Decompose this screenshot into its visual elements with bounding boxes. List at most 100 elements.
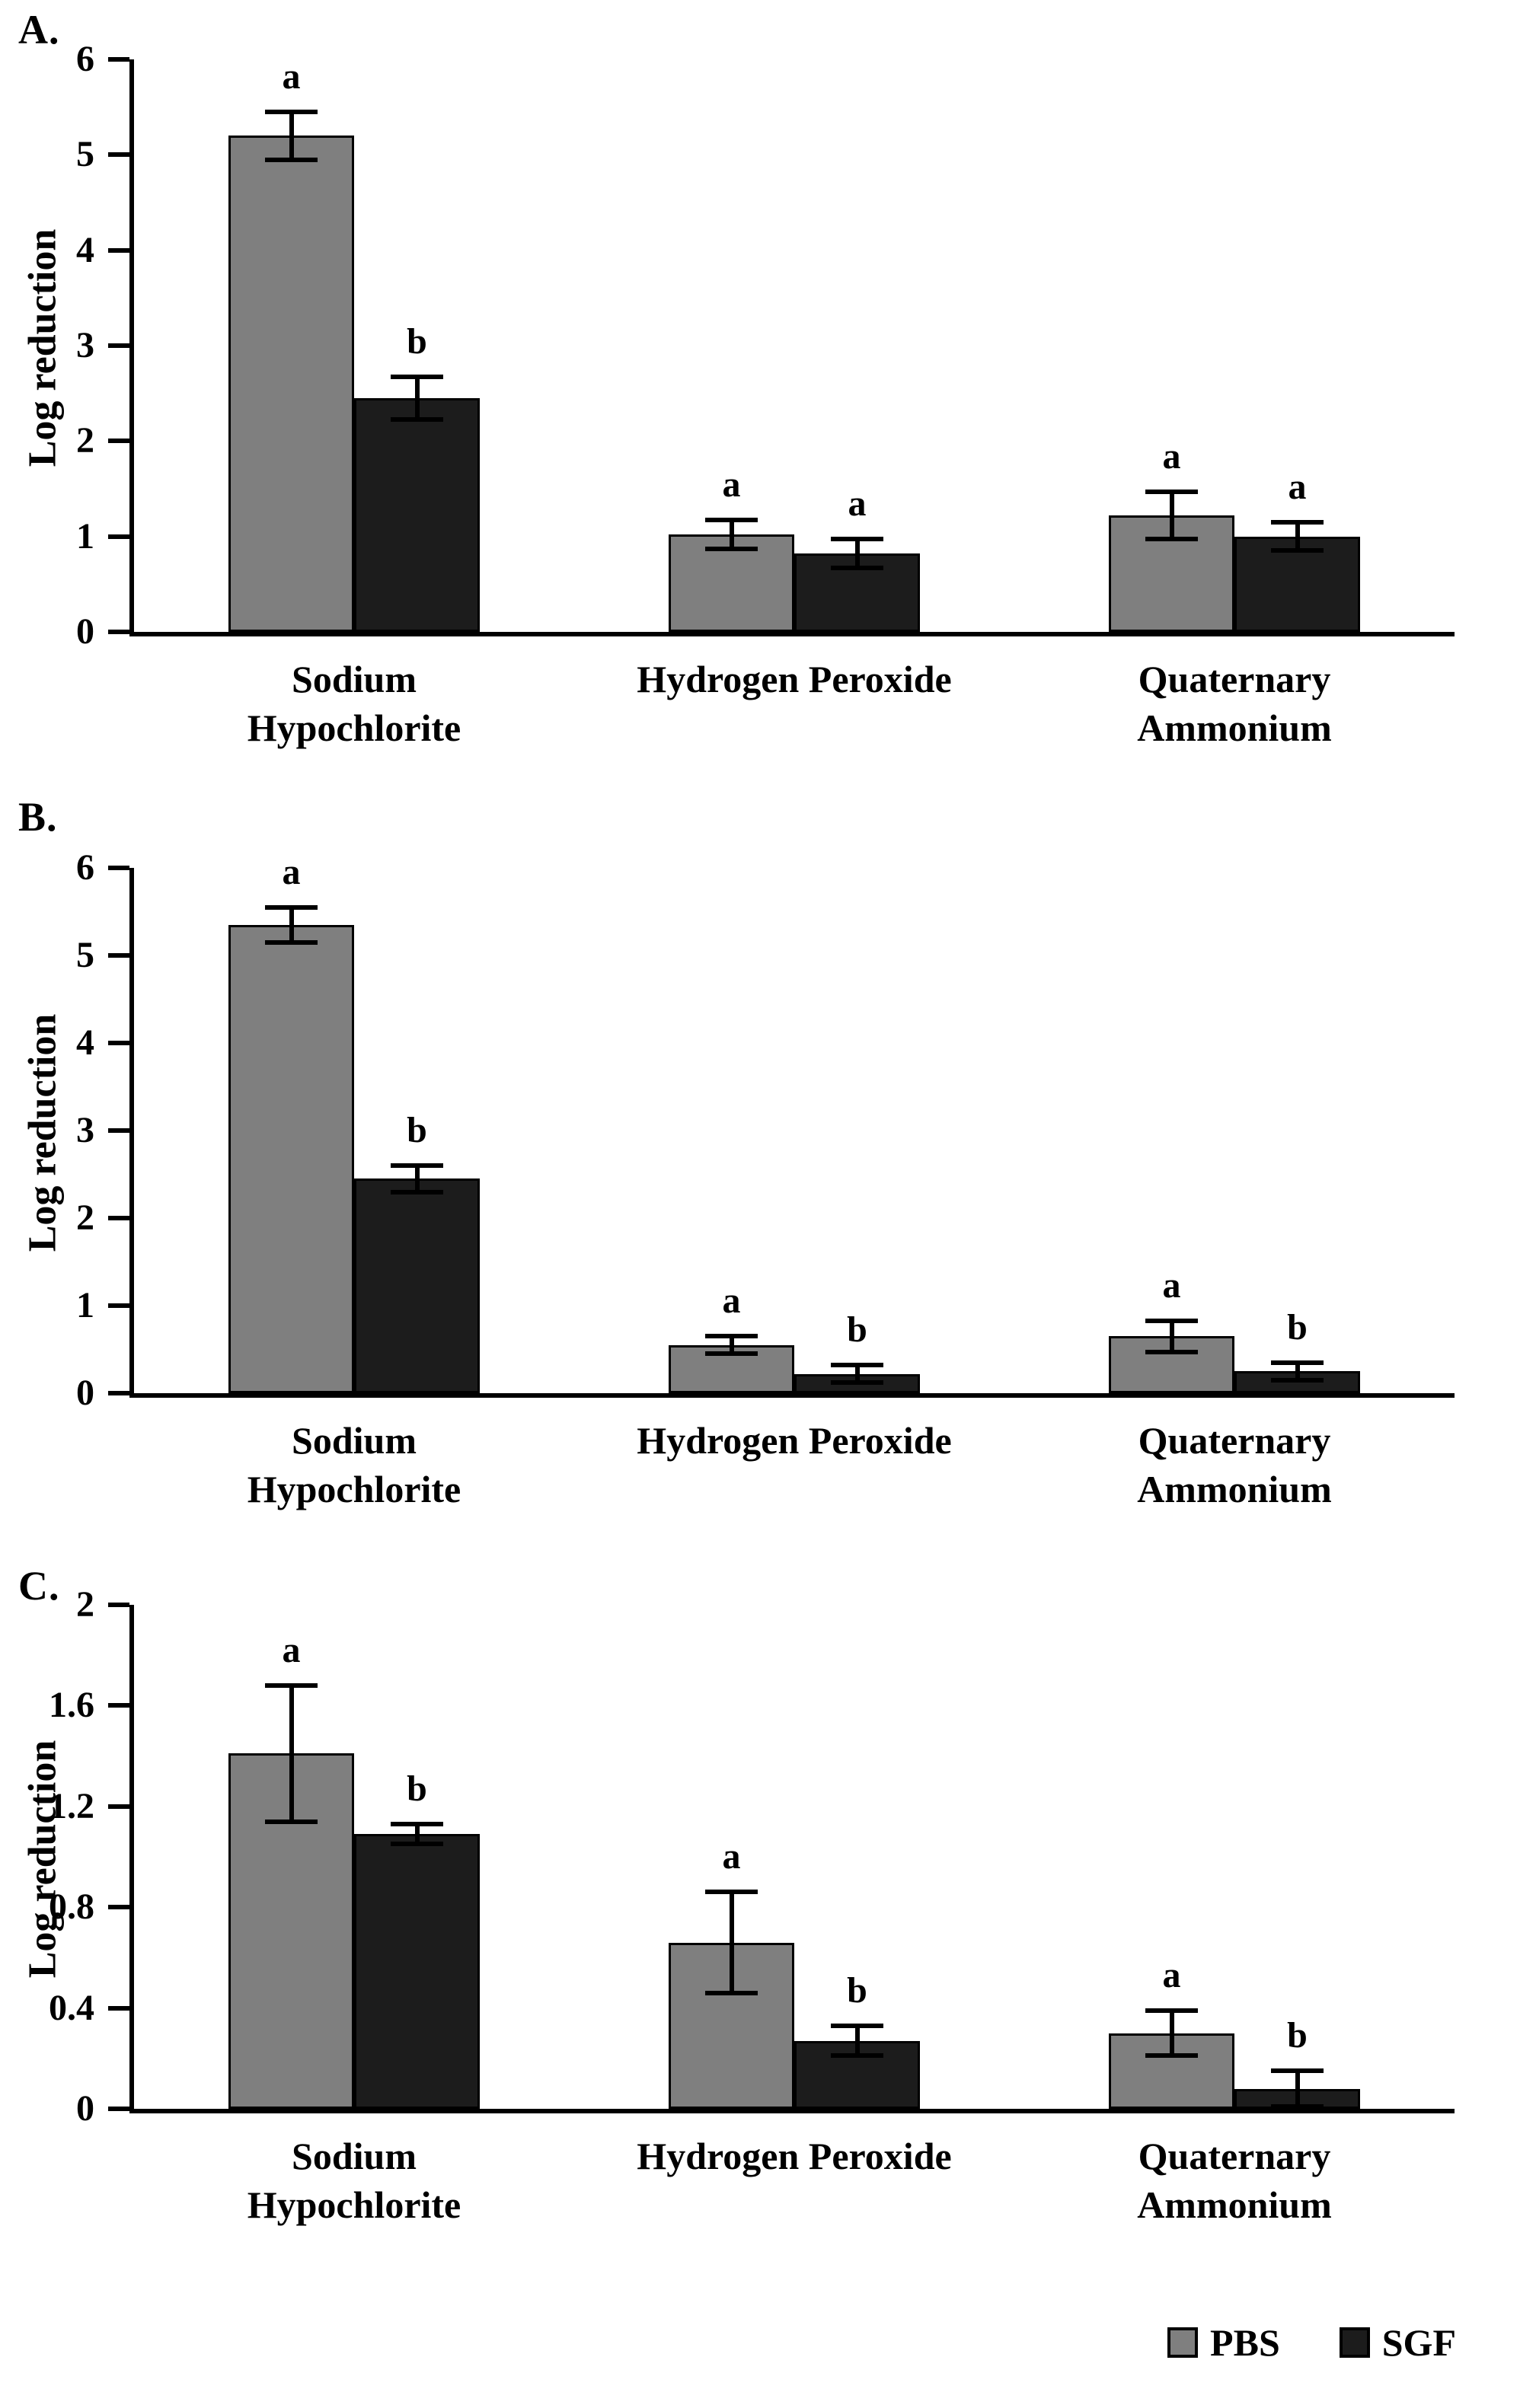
- error-bar-line: [414, 1166, 420, 1192]
- x-category-label: Sodium Hypochlorite: [247, 658, 461, 749]
- error-bar-cap-top: [265, 109, 318, 114]
- bar-sgf-group1: [354, 1178, 480, 1393]
- bar-pbs-group1: [228, 136, 354, 632]
- significance-letter: b: [407, 1768, 427, 1809]
- y-tick-label: 4: [76, 229, 94, 270]
- error-bar-cap-top: [705, 518, 758, 523]
- error-bar-cap-bottom: [1271, 548, 1324, 553]
- error-bar-line: [729, 1892, 734, 1993]
- significance-letter: a: [282, 851, 301, 892]
- y-tick-label: 6: [76, 847, 94, 888]
- legend-label-sgf: SGF: [1381, 2321, 1456, 2364]
- error-bar-cap-top: [391, 1163, 443, 1168]
- error-bar-cap-bottom: [831, 2053, 883, 2059]
- y-tick-mark: [108, 247, 129, 253]
- error-bar-line: [289, 1685, 294, 1822]
- significance-letter: a: [722, 464, 741, 506]
- error-bar-line: [854, 1365, 860, 1383]
- legend-label-pbs: PBS: [1210, 2321, 1280, 2364]
- panel-a-plot-area: 0 1 2 3 4 5 6 a b Sodium Hypochlorite a a Hydrogen P…: [76, 41, 1455, 749]
- y-tick-mark: [108, 343, 129, 348]
- error-bar-cap-bottom: [391, 1189, 443, 1194]
- panel-c-plot-area: 0 0.4 0.8 1.2 1.6 2 a b Sodium Hypochlorite a b Hyd…: [49, 1587, 1455, 2226]
- y-tick-label: 4: [76, 1022, 94, 1063]
- error-bar-cap-bottom: [391, 416, 443, 422]
- error-bar-line: [729, 520, 734, 549]
- y-tick-label: 3: [76, 1110, 94, 1150]
- y-tick-mark: [108, 57, 129, 62]
- y-tick-label: 1: [76, 515, 94, 557]
- error-bar-cap-top: [391, 375, 443, 380]
- error-bar-cap-top: [265, 1682, 318, 1688]
- significance-letter: b: [407, 321, 427, 362]
- y-tick-mark: [108, 1128, 129, 1133]
- error-bar-line: [1169, 2010, 1174, 2056]
- error-bar-cap-bottom: [831, 1380, 883, 1386]
- panel-b-plot-area: 0 1 2 3 4 5 6 a b Sodium Hypochlorite a b Hydrogen P…: [76, 850, 1455, 1510]
- error-bar-cap-top: [1145, 1318, 1198, 1323]
- error-bar-cap-top: [831, 537, 883, 542]
- y-tick-label: 0: [76, 611, 94, 652]
- significance-letter: a: [1162, 435, 1181, 477]
- legend-item-sgf: SGF: [1339, 2320, 1456, 2365]
- panel-c-y-axis-title: Log reduction: [21, 1740, 65, 1979]
- significance-letter: b: [847, 1309, 867, 1351]
- significance-letter: a: [1288, 466, 1307, 507]
- error-bar-cap-bottom: [831, 566, 883, 571]
- y-tick-mark: [108, 1603, 129, 1607]
- error-bar-line: [729, 1336, 734, 1354]
- y-tick-label: 6: [76, 39, 94, 79]
- significance-letter: a: [282, 56, 301, 97]
- error-bar-line: [289, 907, 294, 942]
- y-tick-label: 0: [76, 1373, 94, 1413]
- error-bar-line: [414, 377, 420, 419]
- x-category-label: Quaternary Ammonium: [1137, 2135, 1332, 2226]
- error-bar-cap-bottom: [1145, 537, 1198, 542]
- y-tick-label: 0.8: [49, 1887, 94, 1928]
- significance-letter: a: [1162, 1954, 1181, 1995]
- y-tick-mark: [108, 1041, 129, 1045]
- error-bar-cap-top: [1271, 519, 1324, 525]
- y-tick-label: 0: [76, 2088, 94, 2129]
- x-category-label: Sodium Hypochlorite: [247, 2135, 461, 2226]
- significance-letter: a: [282, 1629, 301, 1670]
- error-bar-cap-bottom: [265, 1819, 318, 1824]
- bar-sgf-group1: [354, 398, 480, 632]
- panel-b-label: B.: [18, 794, 58, 840]
- y-tick-mark: [108, 630, 129, 634]
- panel-a-label: A.: [18, 7, 60, 53]
- error-bar-cap-top: [265, 904, 318, 910]
- bar-sgf-group1: [354, 1834, 480, 2109]
- error-bar-cap-bottom: [705, 1351, 758, 1357]
- y-tick-label: 2: [76, 420, 94, 461]
- x-category-label: Hydrogen Peroxide: [637, 2135, 952, 2177]
- error-bar-cap-bottom: [705, 546, 758, 551]
- error-bar-line: [1295, 521, 1300, 551]
- error-bar-cap-top: [1271, 1360, 1324, 1365]
- significance-letter: b: [1287, 1306, 1308, 1348]
- error-bar-cap-top: [1145, 489, 1198, 494]
- legend: PBS SGF: [1167, 2320, 1456, 2365]
- y-tick-mark: [108, 953, 129, 958]
- error-bar-line: [414, 1823, 420, 1845]
- y-tick-mark: [108, 1804, 129, 1809]
- significance-letter: a: [1162, 1265, 1181, 1306]
- y-tick-label: 2: [76, 1198, 94, 1238]
- y-tick-label: 1.2: [49, 1785, 94, 1826]
- y-tick-mark: [108, 1391, 129, 1395]
- error-bar-cap-top: [391, 1821, 443, 1826]
- bar-pbs-group1: [228, 925, 354, 1393]
- x-category-label: Hydrogen Peroxide: [637, 1419, 952, 1462]
- error-bar-line: [289, 111, 294, 160]
- y-tick-mark: [108, 1905, 129, 1910]
- y-tick-label: 1.6: [49, 1685, 94, 1726]
- error-bar-line: [1169, 1320, 1174, 1352]
- y-tick-mark: [108, 2005, 129, 2011]
- error-bar-line: [1169, 491, 1174, 540]
- significance-letter: a: [722, 1281, 741, 1322]
- y-tick-mark: [108, 439, 129, 444]
- y-tick-mark: [108, 152, 129, 158]
- significance-letter: b: [1287, 2015, 1308, 2056]
- error-bar-cap-bottom: [705, 1990, 758, 1995]
